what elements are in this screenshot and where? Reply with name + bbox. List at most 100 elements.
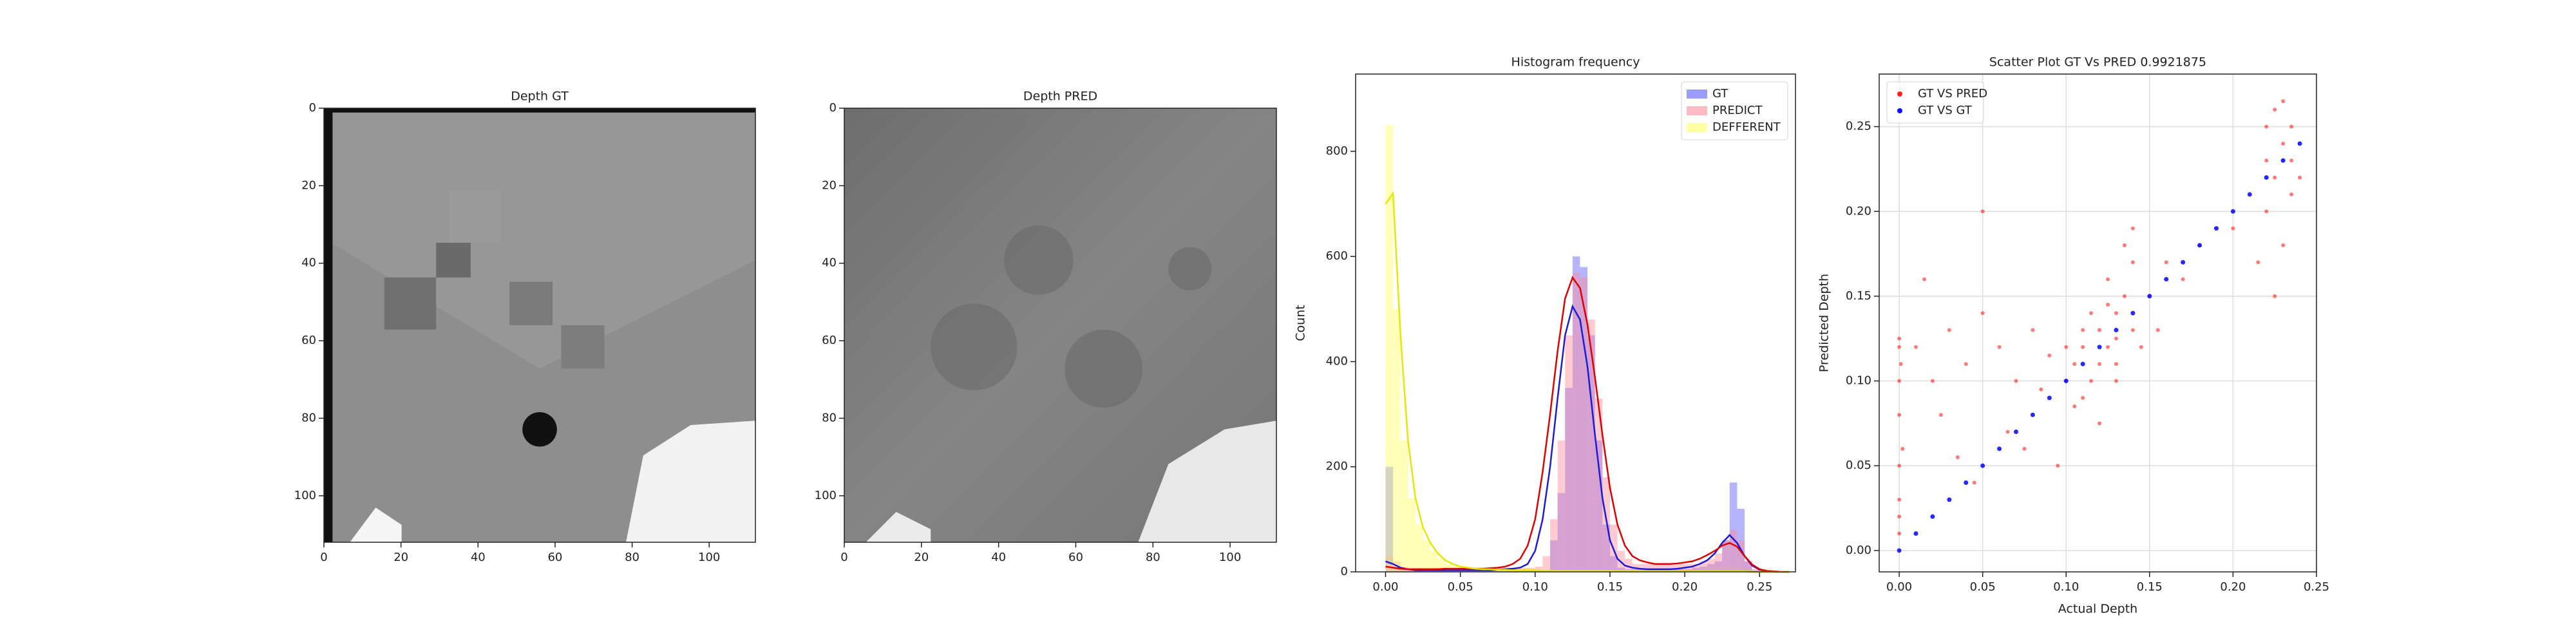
histogram-bar	[1385, 125, 1394, 573]
histogram-bar	[1729, 529, 1738, 572]
y-tick-label: 60	[301, 334, 316, 347]
scatter-point	[2181, 277, 2185, 281]
scatter-point	[1922, 277, 1926, 281]
scatter-point	[2031, 328, 2035, 332]
depth-blob	[1004, 225, 1074, 295]
scatter-point	[2289, 124, 2294, 129]
x-tick-label: 80	[625, 551, 639, 564]
histogram-bar	[1580, 267, 1588, 572]
histogram-bar	[1572, 256, 1580, 572]
scatter-point	[2264, 175, 2269, 180]
histogram-bar	[1617, 567, 1625, 572]
histogram-bar	[1430, 571, 1438, 572]
x-tick-label: 0.00	[1886, 580, 1912, 594]
scatter-point	[1997, 345, 2002, 349]
scatter-point	[2164, 260, 2168, 265]
scatter-point	[2098, 362, 2102, 366]
histogram-bar	[1692, 567, 1700, 572]
scatter-point	[2089, 311, 2094, 316]
density-line	[1385, 276, 1790, 573]
histogram-bar	[1602, 477, 1610, 572]
histogram-bar	[1400, 440, 1408, 572]
histogram-bar	[1460, 571, 1468, 572]
histogram-bar	[1700, 561, 1707, 572]
x-tick-label: 40	[471, 551, 486, 564]
scatter-point	[2022, 446, 2027, 451]
depth-blob	[1065, 329, 1142, 408]
scatter-point	[2147, 294, 2152, 299]
scatter-point	[2289, 158, 2294, 163]
histogram-bar	[1625, 558, 1633, 572]
chart-title: Scatter Plot GT Vs PRED 0.9921875	[1989, 55, 2206, 70]
scatter-point	[2097, 345, 2102, 350]
x-tick-label: 20	[393, 551, 408, 564]
histogram-bar	[1437, 558, 1446, 572]
histogram-bar	[1572, 272, 1580, 572]
histogram-bar	[1505, 571, 1513, 572]
histogram-bar	[1707, 558, 1715, 572]
y-tick-label: 0	[829, 101, 837, 115]
x-tick-label: 0	[840, 551, 848, 564]
scatter-point	[2155, 328, 2160, 332]
scatter-point	[1938, 413, 1943, 417]
scatter-point	[2247, 192, 2252, 197]
histogram-bar	[1542, 556, 1551, 572]
scatter-point	[2072, 362, 2077, 366]
scatter-point	[2264, 158, 2269, 163]
scatter-point	[1899, 362, 1903, 366]
scatter-point	[1964, 480, 1969, 486]
x-tick-label: 100	[698, 551, 720, 564]
x-tick-label: 60	[547, 551, 562, 564]
scatter-point	[1897, 497, 1902, 502]
depth-near	[626, 421, 755, 542]
scatter-point	[2273, 294, 2277, 298]
histogram-bar	[1415, 524, 1423, 572]
scatter-point	[2122, 243, 2126, 247]
scatter-point	[2072, 404, 2077, 409]
scatter-point	[2030, 412, 2035, 417]
scatter-point	[1897, 413, 1902, 417]
histogram-bar	[1745, 561, 1752, 572]
depth-patch	[384, 277, 437, 330]
scatter-point	[2098, 328, 2102, 332]
histogram-bar	[1595, 440, 1603, 572]
histogram-bar	[1497, 571, 1506, 572]
scatter-point	[2280, 158, 2286, 163]
depth-border	[324, 108, 333, 542]
legend-label: GT	[1712, 87, 1728, 100]
y-tick-label: 200	[1326, 460, 1348, 473]
scatter-point	[1914, 345, 1918, 349]
histogram-bar	[1415, 571, 1423, 572]
scatter-point	[1997, 446, 2002, 451]
scatter-point	[2264, 209, 2269, 214]
scatter-point	[1897, 379, 1902, 383]
scatter-point	[2039, 387, 2043, 392]
scatter-point	[1947, 328, 1951, 332]
scatter-point	[1972, 480, 1976, 485]
scatter-point	[2063, 379, 2069, 384]
histogram-bar	[1714, 553, 1723, 572]
scatter-point	[2081, 328, 2085, 332]
histogram-bar	[1565, 335, 1573, 572]
scatter-point	[2114, 379, 2119, 383]
legend-marker	[1897, 108, 1902, 113]
depth-patch	[436, 242, 471, 278]
histogram-bar	[1640, 564, 1648, 572]
y-tick-label: 0.10	[1846, 374, 1871, 388]
scatter-point	[2130, 226, 2135, 231]
histogram-bar	[1729, 482, 1738, 572]
axes-frame	[1355, 73, 1796, 573]
depth-near	[1138, 421, 1276, 542]
histogram-bar	[1393, 566, 1401, 572]
x-tick-label: 0.10	[2053, 580, 2079, 594]
axes-frame	[844, 108, 1277, 543]
y-tick-label: 0.15	[1846, 289, 1871, 303]
legend-swatch	[1687, 123, 1707, 132]
scatter-point	[2106, 345, 2110, 349]
histogram-bar	[1497, 569, 1506, 572]
x-tick-label: 0.10	[1522, 580, 1548, 594]
y-tick-label: 40	[301, 256, 316, 270]
y-tick-label: 100	[294, 489, 316, 502]
scatter-point	[2197, 243, 2202, 248]
